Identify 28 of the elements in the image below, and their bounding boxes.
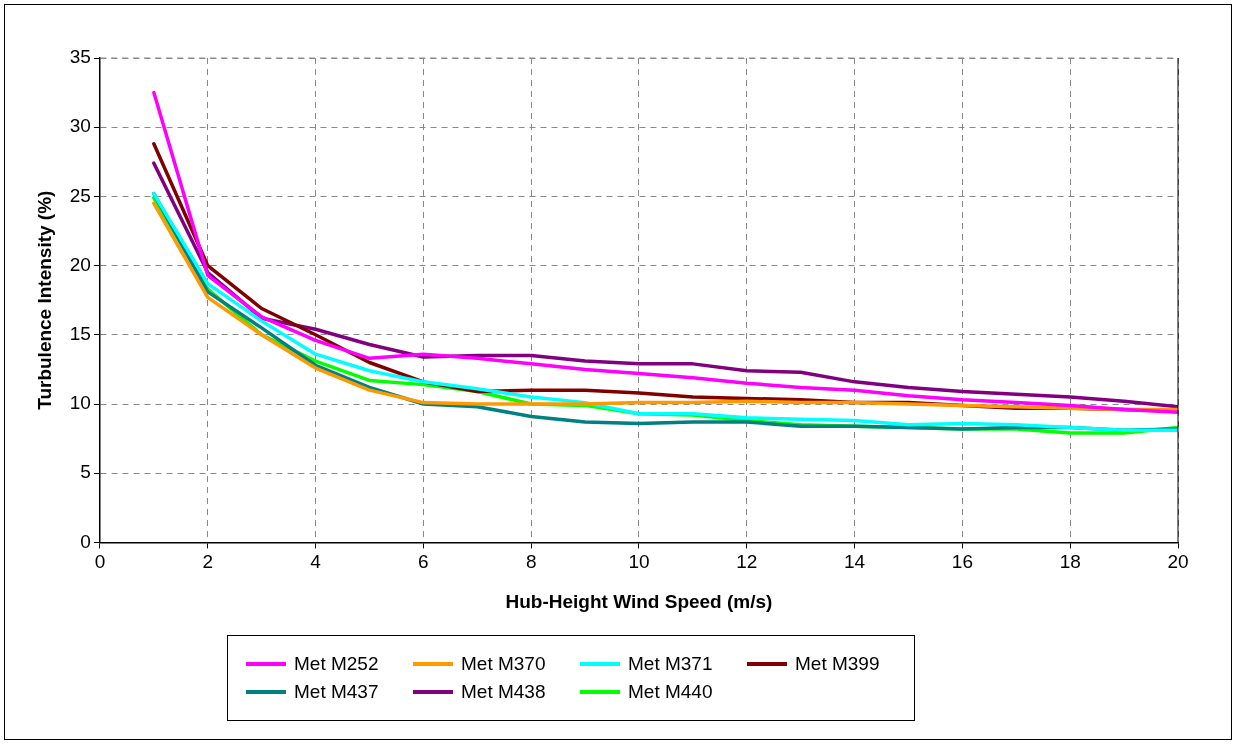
y-tick-label: 20 [69,253,91,275]
legend-label: Met M440 [628,681,713,703]
y-tick-label: 25 [69,184,91,206]
x-tick-label: 10 [628,551,650,573]
y-tick-label: 5 [80,461,91,483]
x-axis-title: Hub-Height Wind Speed (m/s) [505,590,773,612]
x-tick-label: 4 [310,551,322,573]
y-axis-title: Turbulence Intensity (%) [33,190,55,410]
y-tick-label: 0 [80,530,91,552]
x-tick-label: 20 [1167,551,1189,573]
y-tick-label: 10 [69,392,91,414]
legend-label: Met M438 [461,681,546,703]
legend-label: Met M399 [795,653,880,675]
x-tick-label: 6 [418,551,429,573]
x-tick-label: 12 [736,551,758,573]
x-tick-label: 16 [951,551,973,573]
legend-label: Met M371 [628,653,713,675]
x-tick-label: 18 [1059,551,1081,573]
x-tick-label: 8 [525,551,537,573]
legend-label: Met M437 [294,681,379,703]
x-tick-label: 14 [844,551,866,573]
y-tick-label: 35 [69,46,91,68]
legend-label: Met M370 [461,653,546,675]
y-tick-label: 30 [69,115,91,137]
legend-label: Met M252 [294,653,379,675]
y-tick-label: 15 [69,323,91,345]
x-tick-label: 2 [202,551,214,573]
x-tick-label: 0 [94,551,106,573]
